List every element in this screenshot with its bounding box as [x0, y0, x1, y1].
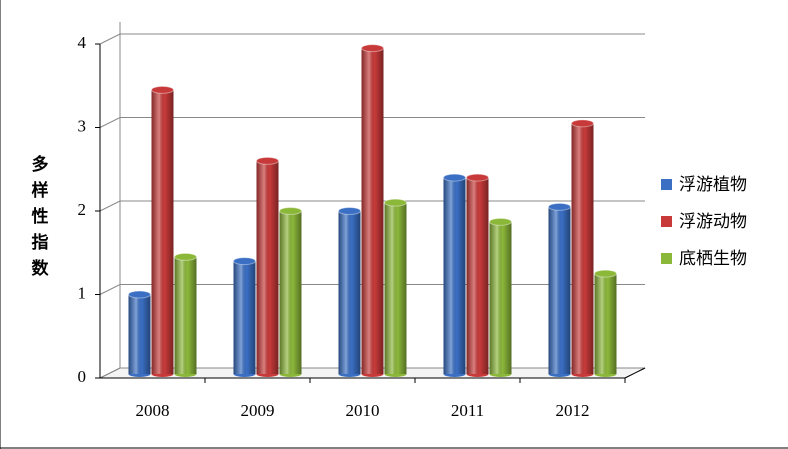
bar-shade [233, 261, 256, 374]
y-axis-label: 样 [32, 180, 49, 201]
bar-cap [384, 198, 407, 207]
bar-cap [571, 119, 594, 128]
bar-shade [489, 221, 512, 374]
legend-swatch [661, 179, 672, 190]
legend-swatch [661, 216, 672, 227]
bar-shade [443, 177, 466, 374]
bar-shade [466, 177, 489, 374]
bar-shade [256, 160, 279, 374]
bar-shade [594, 273, 617, 374]
bar-shade [338, 211, 361, 374]
bar-cap [361, 44, 384, 53]
y-tick-label: 2 [78, 200, 87, 219]
y-axis-label: 性 [32, 206, 49, 227]
bar-cap [174, 252, 197, 261]
bar-shade [128, 294, 151, 374]
bar-cap [489, 217, 512, 226]
bar-shade [174, 256, 197, 374]
bar-shade [279, 211, 302, 374]
legend-swatch [661, 253, 672, 264]
x-tick-label: 2010 [346, 401, 380, 420]
bar-cap [233, 257, 256, 266]
y-axis-label: 数 [32, 258, 50, 279]
grid-line [99, 117, 645, 128]
bar-cap [128, 290, 151, 299]
bar-cap [279, 207, 302, 215]
y-tick-label: 1 [78, 283, 87, 302]
bar-cap [466, 173, 489, 182]
bar-cap [338, 207, 361, 215]
x-tick-label: 2009 [241, 401, 275, 420]
y-tick-label: 3 [78, 116, 87, 135]
legend-label: 底栖生物 [679, 249, 747, 269]
bar-shade [151, 89, 174, 375]
y-axis-label: 指 [32, 232, 49, 253]
bar-cap [151, 85, 174, 94]
y-tick-label: 0 [78, 367, 87, 386]
y-axis-label: 多 [32, 154, 49, 175]
floor-edge [624, 367, 646, 379]
legend-label: 浮游动物 [679, 212, 747, 232]
legend-label: 浮游植物 [679, 175, 747, 195]
bar-shade [384, 202, 407, 374]
grid-line [99, 33, 645, 45]
bar-cap [256, 156, 279, 165]
bar-shade [571, 123, 594, 374]
bar-shade [548, 206, 571, 374]
bar-cap [443, 173, 466, 182]
bar-cap [548, 202, 571, 211]
y-tick-label: 4 [78, 33, 87, 52]
x-tick-label: 2011 [451, 401, 484, 420]
bar-cap [594, 269, 617, 278]
x-tick-label: 2008 [136, 401, 170, 420]
bar-shade [361, 48, 384, 375]
x-tick-label: 2012 [556, 401, 590, 420]
